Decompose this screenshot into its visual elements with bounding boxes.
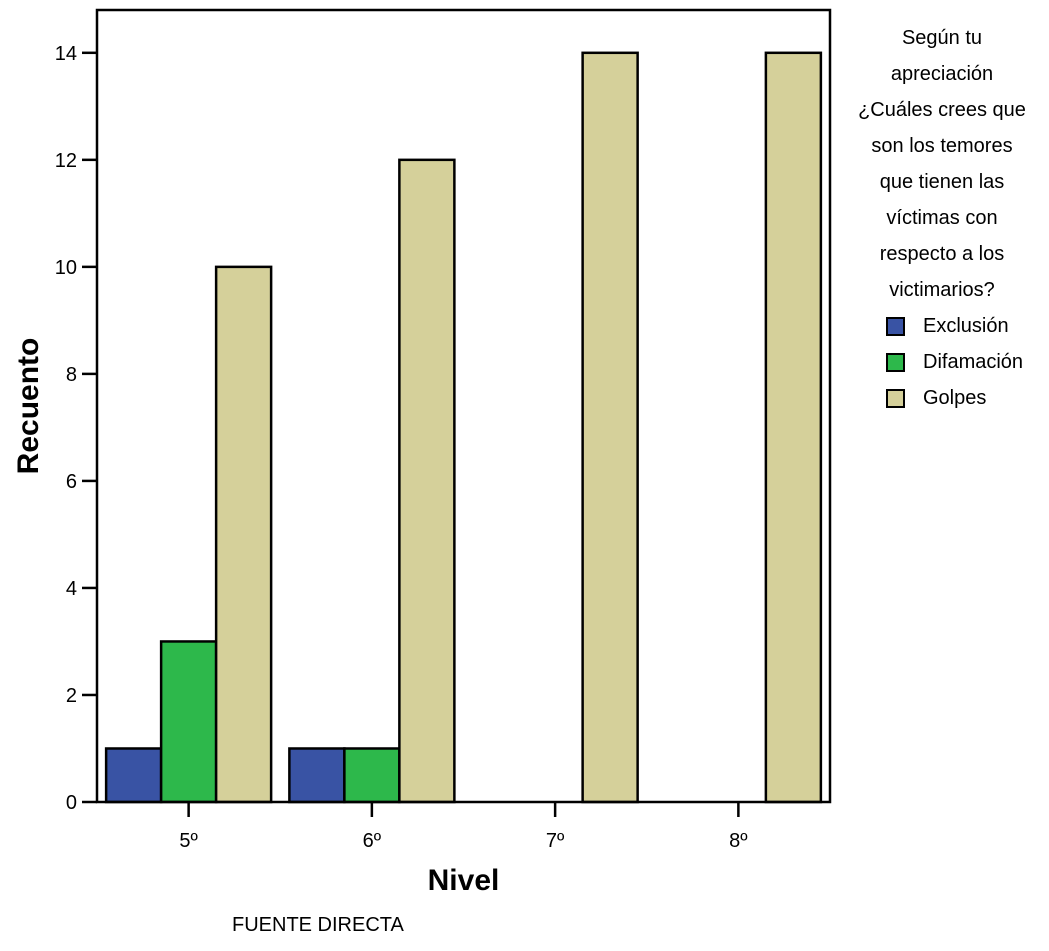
- legend-label: Golpes: [923, 386, 987, 409]
- bar-golpes: [398, 158, 456, 804]
- legend-items: Exclusión Difamación Golpes: [836, 308, 1048, 416]
- bars-layer: [104, 51, 823, 804]
- y-axis-title: Recuento: [12, 338, 45, 475]
- y-tick-label: 6: [66, 471, 77, 493]
- x-axis: 5º 6º 7º 8º: [179, 802, 748, 852]
- legend-title-line: victimarios?: [889, 279, 995, 301]
- x-tick-label: 8º: [729, 830, 748, 852]
- chart-legend: Según tu apreciación ¿Cuáles crees que son …: [836, 20, 1048, 416]
- x-tick-label: 7º: [546, 830, 565, 852]
- y-tick-label: 12: [55, 150, 77, 172]
- legend-swatch: [886, 352, 905, 372]
- y-tick-label: 8: [66, 364, 77, 386]
- legend-label: Difamación: [923, 350, 1024, 373]
- bar-golpes: [214, 265, 273, 804]
- bar-exclusión: [104, 747, 163, 804]
- legend-swatch: [886, 388, 905, 408]
- bar-difamación: [343, 747, 401, 804]
- y-tick-label: 10: [55, 257, 77, 279]
- y-tick-label: 2: [66, 685, 77, 707]
- bar-exclusión: [288, 747, 346, 804]
- legend-title-line: víctimas con: [886, 207, 998, 229]
- y-tick-label: 4: [66, 578, 77, 600]
- bar-golpes: [581, 51, 639, 804]
- bar-golpes: [764, 51, 823, 804]
- y-axis: 0 2 4 6 8 10 12 14: [55, 43, 97, 814]
- x-tick-label: 5º: [179, 830, 198, 852]
- x-axis-title: Nivel: [428, 864, 500, 897]
- source-note: FUENTE DIRECTA: [232, 914, 404, 936]
- plot-frame: [95, 8, 832, 804]
- legend-title-line: son los temores: [871, 135, 1013, 157]
- legend-title-line: que tienen las: [879, 171, 1005, 193]
- bar-difamación: [159, 640, 218, 804]
- x-tick-label: 6º: [363, 830, 382, 852]
- y-tick-label: 14: [55, 43, 77, 65]
- legend-title-line: apreciación: [890, 63, 994, 85]
- legend-item: Exclusión: [836, 308, 1048, 344]
- legend-item: Difamación: [836, 344, 1048, 380]
- legend-label: Exclusión: [923, 314, 1009, 337]
- legend-title-line: respecto a los: [879, 243, 1005, 265]
- legend-swatch: [886, 316, 905, 336]
- legend-title: Según tu apreciación ¿Cuáles crees que son …: [836, 20, 1048, 308]
- legend-title-line: Según tu: [901, 27, 983, 49]
- legend-item: Golpes: [836, 380, 1048, 416]
- legend-title-line: ¿Cuáles crees que: [858, 99, 1026, 121]
- y-tick-label: 0: [66, 792, 77, 814]
- bar-chart: 0 2 4 6 8 10 12 14 5º 6º 7º 8º Recuento Nivel: [12, 8, 832, 897]
